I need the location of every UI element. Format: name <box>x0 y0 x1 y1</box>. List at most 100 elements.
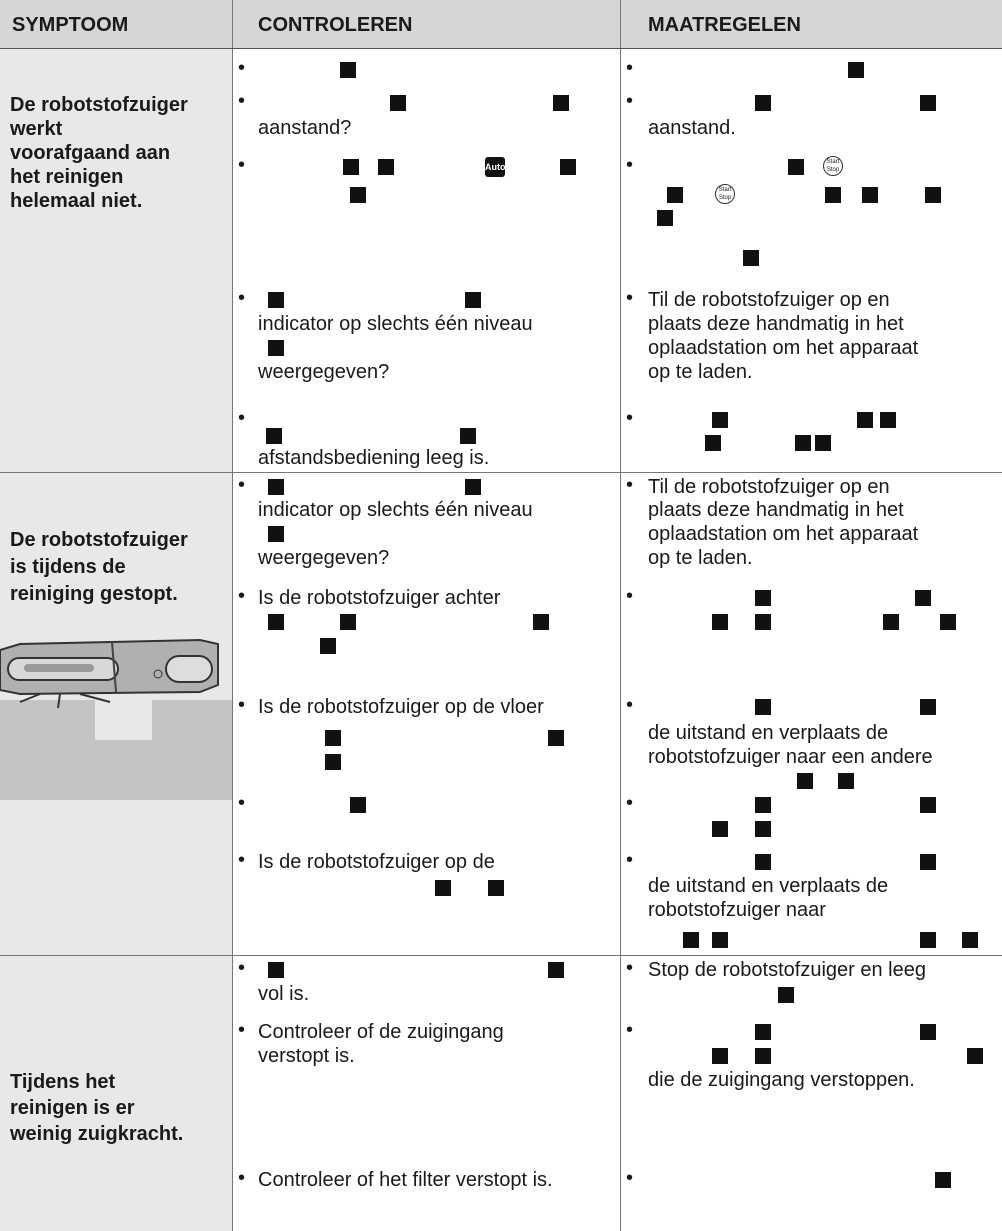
redacted-glyph <box>880 412 896 428</box>
bullet: • <box>626 287 634 309</box>
symptom-text: reinigen is er <box>10 1097 135 1119</box>
redacted-glyph <box>797 773 813 789</box>
redacted-glyph <box>920 95 936 111</box>
redacted-glyph <box>712 932 728 948</box>
bullet: • <box>626 849 634 871</box>
redacted-glyph <box>268 292 284 308</box>
redacted-glyph <box>533 614 549 630</box>
redacted-glyph <box>465 292 481 308</box>
bullet: • <box>626 792 634 814</box>
redacted-glyph <box>268 962 284 978</box>
redacted-glyph <box>795 435 811 451</box>
redacted-glyph <box>390 95 406 111</box>
redacted-glyph <box>560 159 576 175</box>
auto-icon: Auto <box>485 157 506 177</box>
check-text: indicator op slechts één niveau <box>258 313 533 335</box>
redacted-glyph <box>755 614 771 630</box>
bullet: • <box>626 474 634 496</box>
redacted-glyph <box>350 797 366 813</box>
check-text: Is de robotstofzuiger op de <box>258 851 495 873</box>
header-cell: SYMPTOOM <box>12 14 129 36</box>
symptom-text: reiniging gestopt. <box>10 583 178 605</box>
bullet: • <box>626 1167 634 1189</box>
action-text: plaats deze handmatig in het <box>648 499 904 521</box>
header-cell: CONTROLEREN <box>258 14 413 36</box>
robot-illustration <box>0 638 232 800</box>
bullet: • <box>238 849 246 871</box>
bullet: • <box>238 287 246 309</box>
redacted-glyph <box>460 428 476 444</box>
bullet: • <box>238 407 246 429</box>
redacted-glyph <box>915 590 931 606</box>
symptom-text: De robotstofzuiger <box>10 529 188 551</box>
bullet: • <box>626 694 634 716</box>
header-cell: MAATREGELEN <box>648 14 801 36</box>
redacted-glyph <box>712 412 728 428</box>
redacted-glyph <box>378 159 394 175</box>
action-text: aanstand. <box>648 117 736 139</box>
icon-label: Start <box>826 159 840 165</box>
col-line <box>620 0 621 1231</box>
redacted-glyph <box>548 730 564 746</box>
redacted-glyph <box>548 962 564 978</box>
check-text: indicator op slechts één niveau <box>258 499 533 521</box>
symptom-text: helemaal niet. <box>10 190 143 212</box>
redacted-glyph <box>920 932 936 948</box>
redacted-glyph <box>325 754 341 770</box>
redacted-glyph <box>667 187 683 203</box>
check-text: vol is. <box>258 983 310 1005</box>
redacted-glyph <box>340 614 356 630</box>
redacted-glyph <box>883 614 899 630</box>
redacted-glyph <box>712 821 728 837</box>
bullet: • <box>238 90 246 112</box>
redacted-glyph <box>268 526 284 542</box>
redacted-glyph <box>962 932 978 948</box>
redacted-glyph <box>320 638 336 654</box>
redacted-glyph <box>825 187 841 203</box>
redacted-glyph <box>683 932 699 948</box>
action-text: op te laden. <box>648 361 753 383</box>
action-text: de uitstand en verplaats de <box>648 722 889 744</box>
redacted-glyph <box>743 250 759 266</box>
redacted-glyph <box>350 187 366 203</box>
check-text: verstopt is. <box>258 1045 355 1067</box>
check-text: weergegeven? <box>258 547 390 569</box>
action-text: oplaadstation om het apparaat <box>648 523 919 545</box>
bullet: • <box>626 154 634 176</box>
bullet: • <box>626 90 634 112</box>
symptom-text: voorafgaand aan <box>10 142 171 164</box>
action-text: oplaadstation om het apparaat <box>648 337 919 359</box>
action-text: op te laden. <box>648 547 753 569</box>
redacted-glyph <box>755 95 771 111</box>
row-line <box>0 955 1002 956</box>
redacted-glyph <box>266 428 282 444</box>
symptom-text: De robotstofzuiger <box>10 94 188 116</box>
redacted-glyph <box>862 187 878 203</box>
col-line <box>232 0 233 1231</box>
symptom-text: werkt <box>10 118 63 140</box>
action-text: robotstofzuiger naar <box>648 899 826 921</box>
check-text: aanstand? <box>258 117 352 139</box>
action-text: de uitstand en verplaats de <box>648 875 889 897</box>
bullet: • <box>238 957 246 979</box>
redacted-glyph <box>857 412 873 428</box>
check-text: Controleer of de zuigingang <box>258 1021 504 1043</box>
bullet: • <box>626 957 634 979</box>
redacted-glyph <box>920 1024 936 1040</box>
header-bg <box>0 0 1002 48</box>
redacted-glyph <box>755 1024 771 1040</box>
icon-label: Stop <box>826 167 840 173</box>
bullet: • <box>238 585 246 607</box>
redacted-glyph <box>755 797 771 813</box>
redacted-glyph <box>755 699 771 715</box>
action-text: die de zuigingang verstoppen. <box>648 1069 915 1091</box>
redacted-glyph <box>712 1048 728 1064</box>
redacted-glyph <box>755 1048 771 1064</box>
redacted-glyph <box>343 159 359 175</box>
redacted-glyph <box>325 730 341 746</box>
check-text: Is de robotstofzuiger op de vloer <box>258 696 544 718</box>
bullet: • <box>238 57 246 79</box>
bullet: • <box>626 1019 634 1041</box>
symptom-text: weinig zuigkracht. <box>10 1123 184 1145</box>
